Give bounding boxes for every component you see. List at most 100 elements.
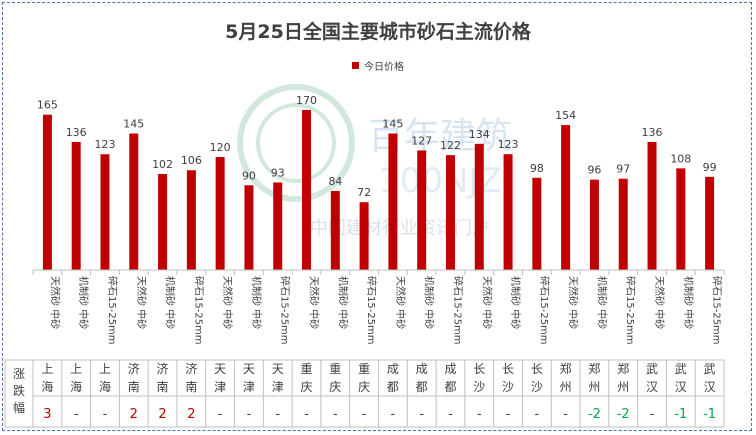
table-city-char: 天 <box>272 362 284 376</box>
data-label: 127 <box>411 134 432 147</box>
table-city-char: 津 <box>214 380 226 394</box>
table-change-value: - <box>103 407 108 422</box>
bar <box>100 154 110 270</box>
table-city-char: 南 <box>185 379 197 394</box>
table-change-value: - <box>650 407 655 422</box>
x-tick-label: 碎石15-25mm <box>106 276 119 345</box>
bar <box>417 150 427 270</box>
table-change-value: 2 <box>158 407 166 422</box>
bar <box>186 170 196 270</box>
table-city-char: 郑 <box>560 361 572 376</box>
x-tick-label: 碎石15-25mm <box>365 276 378 345</box>
table-city-char: 长 <box>502 362 514 376</box>
table-city-char: 州 <box>617 380 629 394</box>
table-change-value: - <box>218 407 223 422</box>
data-label: 170 <box>296 94 317 107</box>
table-city-char: 津 <box>243 380 255 394</box>
data-label: 84 <box>328 175 342 188</box>
table-city-char: 郑 <box>588 361 600 376</box>
chart-title: 5月25日全国主要城市砂石主流价格 <box>225 21 531 43</box>
bar <box>244 185 254 270</box>
table-city-char: 重 <box>358 362 370 376</box>
x-tick-label: 机制砂 中砂 <box>77 276 90 329</box>
data-label: 136 <box>66 126 87 139</box>
bar <box>273 182 283 270</box>
table-change-value: - <box>448 407 453 422</box>
table-city-char: 上 <box>99 362 111 376</box>
table-change-value: 2 <box>187 407 195 422</box>
table-city-char: 长 <box>473 362 485 376</box>
data-label: 96 <box>587 164 601 177</box>
x-tick-label: 碎石15-25mm <box>192 276 205 345</box>
data-label: 145 <box>382 118 403 131</box>
x-tick-label: 机制砂 中砂 <box>336 276 349 329</box>
x-tick-label: 天然砂 中砂 <box>135 276 148 329</box>
x-tick-label: 机制砂 中砂 <box>509 276 522 329</box>
table-city-char: 海 <box>70 379 82 394</box>
data-label: 154 <box>555 109 576 122</box>
table-city-char: 沙 <box>531 380 543 394</box>
table-city-char: 上 <box>41 362 53 376</box>
x-tick-label: 天然砂 中砂 <box>308 276 321 329</box>
data-label: 123 <box>94 138 115 151</box>
table-city-char: 都 <box>444 380 456 394</box>
table-city-char: 济 <box>157 361 169 376</box>
data-label: 123 <box>498 138 519 151</box>
x-tick-label: 天然砂 中砂 <box>394 276 407 329</box>
bar <box>474 143 484 270</box>
bar <box>532 177 542 270</box>
table-city-char: 南 <box>128 379 140 394</box>
table-row-label-char: 涨 <box>13 366 25 381</box>
data-label: 97 <box>616 163 630 176</box>
table-city-char: 天 <box>214 362 226 376</box>
data-label: 122 <box>440 139 461 152</box>
data-label: 106 <box>181 154 202 167</box>
bar <box>42 114 52 271</box>
x-tick-label: 碎石15-25mm <box>279 276 292 345</box>
table-change-value: - <box>362 407 367 422</box>
data-label: 90 <box>242 169 256 182</box>
table-change-value: -1 <box>703 407 716 422</box>
bar <box>618 178 628 270</box>
data-label: 145 <box>123 118 144 131</box>
table-change-value: - <box>506 407 511 422</box>
bar <box>129 133 139 270</box>
table-city-char: 汉 <box>646 380 658 394</box>
x-tick-label: 机制砂 中砂 <box>423 276 436 329</box>
x-tick-label: 碎石15-25mm <box>538 276 551 345</box>
table-change-value: -1 <box>674 407 687 422</box>
data-label: 165 <box>37 99 58 112</box>
watermark-logo-inner <box>256 103 336 183</box>
data-label: 102 <box>152 158 173 171</box>
bar <box>676 168 686 270</box>
table-city-char: 成 <box>444 362 456 376</box>
table-city-char: 成 <box>387 362 399 376</box>
table-city-char: 重 <box>301 362 313 376</box>
data-label: 99 <box>703 161 717 174</box>
table-change-value: - <box>477 407 482 422</box>
table-city-char: 济 <box>185 361 197 376</box>
x-tick-label: 天然砂 中砂 <box>567 276 580 329</box>
watermark: 百年建筑 100NJZ 中国建材行业资讯门户 <box>237 84 512 239</box>
bar <box>503 154 513 270</box>
table-city-char: 庆 <box>301 380 313 394</box>
x-tick-label: 机制砂 中砂 <box>164 276 177 329</box>
table-city-char: 州 <box>560 380 572 394</box>
table-city-char: 武 <box>646 362 658 376</box>
chart-legend: 今日价格 <box>352 58 404 73</box>
x-tick-label: 天然砂 中砂 <box>221 276 234 329</box>
table-city-char: 都 <box>387 380 399 394</box>
table-city-char: 都 <box>416 380 428 394</box>
table-city-char: 汉 <box>704 380 716 394</box>
bar <box>158 174 168 270</box>
bars-layer: 165 136 123 145 102 106 120 90 93 170 84 72 145 127 12… <box>37 94 717 271</box>
bar <box>705 176 715 270</box>
table-change-value: - <box>275 407 280 422</box>
bar <box>302 110 312 270</box>
table-change-value: - <box>391 407 396 422</box>
bar <box>647 142 657 270</box>
table-row-label-char: 幅 <box>13 400 25 415</box>
x-tick-label: 天然砂 中砂 <box>480 276 493 329</box>
table-change-value: - <box>563 407 568 422</box>
x-tick-label: 天然砂 中砂 <box>653 276 666 329</box>
